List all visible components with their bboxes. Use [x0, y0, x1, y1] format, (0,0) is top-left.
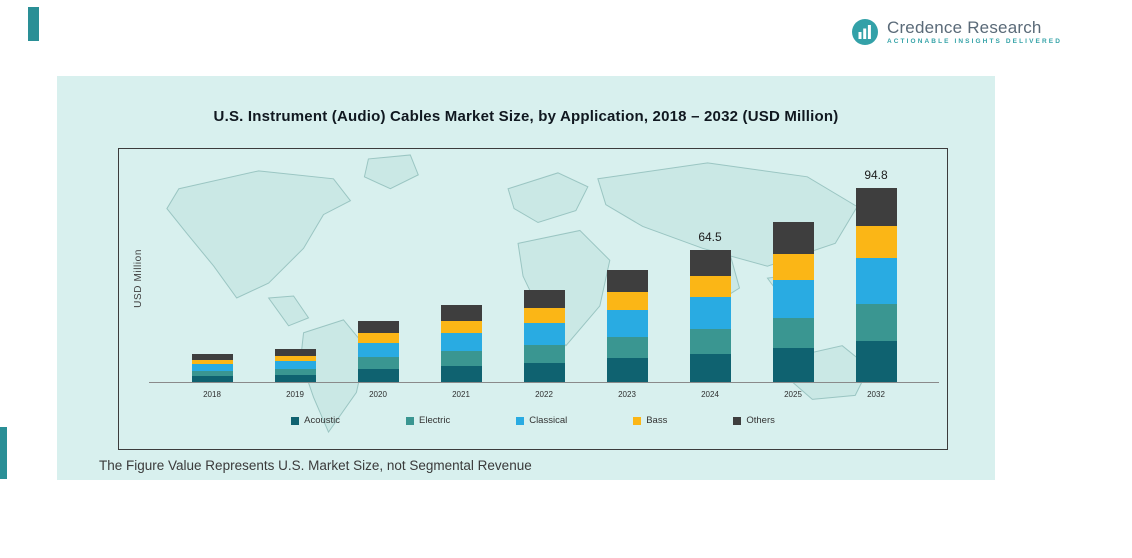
bar-segment-acoustic [440, 365, 482, 382]
legend-swatch [633, 416, 642, 425]
chart-legend: Acoustic Electric Classical Bass Others [119, 415, 947, 426]
bar-segment-bass [440, 320, 482, 333]
bar-segment-acoustic [606, 358, 648, 382]
x-axis-label: 2023 [618, 390, 636, 399]
bar-segment-others [191, 353, 233, 360]
bar-segment-acoustic [855, 341, 897, 382]
bar-segment-others [274, 349, 316, 356]
top-left-accent-bar [28, 7, 39, 41]
logo-brand-text: Credence Research [886, 17, 1042, 37]
x-axis-label: 2020 [369, 390, 387, 399]
bar-segment-acoustic [274, 375, 316, 382]
bar-segment-classical [440, 332, 482, 352]
bar-segment-acoustic [191, 376, 233, 382]
legend-label: Classical [529, 415, 568, 426]
x-axis-label: 2021 [452, 390, 470, 399]
bar-segment-acoustic [523, 362, 565, 382]
bar-segment-classical [772, 279, 814, 319]
bar-segment-others [440, 305, 482, 321]
bar-segment-acoustic [689, 354, 731, 382]
credence-research-logo: Credence Research Actionable Insights De… [851, 18, 1062, 46]
legend-swatch [406, 416, 415, 425]
legend-label: Bass [646, 415, 668, 426]
bar-segment-bass [523, 308, 565, 324]
bar-segment-classical [523, 323, 565, 346]
bar-segment-classical [606, 310, 648, 338]
bar-segment-others [855, 187, 897, 227]
bar-segment-bass [689, 276, 731, 298]
bar-2022 [523, 290, 565, 382]
chart-title: U.S. Instrument (Audio) Cables Market Si… [213, 108, 839, 125]
bars-container: 64.5 94.8 [149, 149, 939, 383]
bar-segment-others [523, 290, 565, 309]
x-axis-label: 2024 [701, 390, 719, 399]
bar-segment-acoustic [772, 348, 814, 382]
bar-segment-others [689, 249, 731, 277]
legend-item-acoustic: Acoustic [291, 415, 340, 426]
bar-2025 [772, 222, 814, 382]
bar-segment-acoustic [357, 369, 399, 382]
bar-segment-electric [689, 329, 731, 355]
left-edge-accent-bar [0, 427, 7, 479]
bar-segment-classical [689, 297, 731, 330]
legend-swatch [733, 416, 742, 425]
bar-2032: 94.8 [855, 168, 897, 382]
plot-area: USD Million 64.5 94.8 2018 2019 2020 2021 202… [118, 148, 948, 450]
bar-segment-classical [855, 257, 897, 305]
logo-tagline: Actionable Insights Delivered [886, 37, 1062, 45]
x-axis-label: 2018 [203, 390, 221, 399]
bar-total-label: 64.5 [698, 229, 722, 244]
bar-total-label: 94.8 [864, 167, 888, 182]
bar-segment-classical [357, 342, 399, 358]
bar-segment-electric [855, 304, 897, 342]
chart-footnote: The Figure Value Represents U.S. Market … [99, 458, 532, 473]
x-axis-label: 2022 [535, 390, 553, 399]
bar-2024: 64.5 [689, 230, 731, 382]
bar-segment-electric [772, 318, 814, 349]
x-axis-label: 2019 [286, 390, 304, 399]
legend-item-electric: Electric [406, 415, 450, 426]
x-axis-label: 2025 [784, 390, 802, 399]
bar-segment-bass [606, 292, 648, 311]
legend-label: Electric [419, 415, 451, 426]
bar-segment-bass [274, 355, 316, 362]
bar-2020 [357, 320, 399, 382]
x-axis-labels: 2018 2019 2020 2021 2022 2023 2024 2025 2032 [149, 383, 939, 399]
bar-2023 [606, 270, 648, 382]
legend-label: Others [746, 415, 775, 426]
bar-segment-electric [357, 357, 399, 370]
bar-segment-electric [191, 370, 233, 377]
bar-segment-others [772, 222, 814, 255]
bar-segment-bass [772, 254, 814, 280]
y-axis-title: USD Million [133, 249, 144, 308]
bar-segment-classical [274, 361, 316, 369]
bar-chart-circle-icon [851, 19, 878, 45]
legend-item-classical: Classical [516, 415, 567, 426]
bar-segment-electric [440, 351, 482, 366]
legend-item-others: Others [733, 415, 775, 426]
x-axis-label: 2032 [867, 390, 885, 399]
bar-2019 [274, 349, 316, 382]
bar-segment-bass [855, 226, 897, 258]
legend-item-bass: Bass [633, 415, 667, 426]
bar-segment-others [357, 320, 399, 333]
bar-segment-electric [606, 337, 648, 359]
bar-segment-bass [191, 359, 233, 365]
bar-segment-electric [274, 368, 316, 375]
legend-swatch [291, 416, 300, 425]
bar-2021 [440, 305, 482, 382]
bar-segment-others [606, 270, 648, 293]
chart-card: U.S. Instrument (Audio) Cables Market Si… [57, 76, 995, 480]
logo-text-block: Credence Research Actionable Insights De… [887, 19, 1062, 46]
bar-segment-electric [523, 345, 565, 363]
legend-swatch [516, 416, 525, 425]
bar-2018 [191, 353, 233, 382]
legend-label: Acoustic [304, 415, 341, 426]
bar-segment-classical [191, 364, 233, 371]
bar-segment-bass [357, 332, 399, 343]
